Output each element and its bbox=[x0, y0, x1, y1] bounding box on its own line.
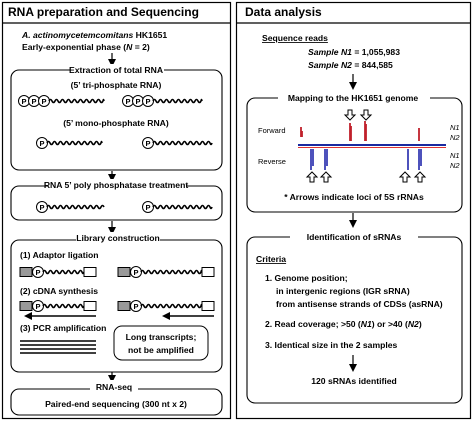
adaptor-ligation-label: (1) Adaptor ligation bbox=[20, 250, 98, 260]
right-panel: Data analysis Sequence reads Sample N1 =… bbox=[235, 1, 472, 420]
phosphate-glyph: P bbox=[39, 139, 44, 148]
result-label: 120 sRNAs identified bbox=[311, 376, 396, 386]
rna-strand bbox=[42, 303, 85, 309]
phosphate-glyph: P bbox=[21, 97, 26, 106]
pcr-amplification-label: (3) PCR amplification bbox=[20, 323, 106, 333]
criterion-1: 1. Genome position; bbox=[265, 273, 348, 283]
criteria-header: Criteria bbox=[256, 254, 286, 264]
rna-strand bbox=[46, 204, 105, 210]
phosphate-glyph: P bbox=[39, 203, 44, 212]
criterion-1-asrna: from antisense strands of CDSs (asRNA) bbox=[276, 299, 443, 309]
phosphate-glyph: P bbox=[145, 97, 150, 106]
criterion-3: 3. Identical size in the 2 samples bbox=[265, 340, 398, 350]
rna-strand bbox=[152, 98, 203, 104]
adaptor-3prime bbox=[83, 267, 97, 277]
extraction-header: Extraction of total RNA bbox=[69, 65, 163, 75]
pcr-amplification-diagram bbox=[20, 340, 96, 354]
cdna-synthesis-label: (2) cDNA synthesis bbox=[20, 286, 98, 296]
rrna-locus-arrow bbox=[398, 171, 412, 183]
growth-phase-label: Early-exponential phase (N = 2) bbox=[22, 42, 150, 52]
forward-strand-label: Forward bbox=[258, 126, 286, 135]
rna-strand bbox=[140, 303, 203, 309]
rrna-locus-arrow bbox=[343, 109, 357, 121]
reverse-n1-label: N1 bbox=[450, 151, 460, 160]
phosphate-glyph: P bbox=[133, 268, 138, 277]
adaptor-3prime bbox=[201, 267, 215, 277]
sample-n1-reads: Sample N1 = 1,055,983 bbox=[308, 47, 400, 57]
phosphate-glyph: P bbox=[133, 302, 138, 311]
mapping-header: Mapping to the HK1651 genome bbox=[288, 93, 419, 103]
rna-strand bbox=[42, 269, 85, 275]
strain-label: A. actinomycetemcomitans HK1651 bbox=[21, 30, 167, 40]
adaptor-5prime bbox=[117, 267, 131, 277]
mono-phosphate-label: (5’ mono-phosphate RNA) bbox=[63, 118, 169, 128]
sample-n2-reads: Sample N2 = 844,585 bbox=[308, 60, 393, 70]
phosphate-glyph: P bbox=[125, 97, 130, 106]
forward-n2-label: N2 bbox=[450, 133, 460, 142]
paired-end-label: Paired-end sequencing (300 nt x 2) bbox=[45, 399, 187, 409]
long-transcripts-line2: not be amplified bbox=[128, 345, 194, 355]
sequence-reads-header: Sequence reads bbox=[262, 33, 328, 43]
rrna-locus-arrow bbox=[319, 171, 333, 183]
adaptor-3prime bbox=[83, 301, 97, 311]
phosphate-glyph: P bbox=[31, 97, 36, 106]
adaptor-5prime bbox=[117, 301, 131, 311]
criterion-1-igr: in intergenic regions (IGR sRNA) bbox=[276, 286, 410, 296]
long-transcripts-note bbox=[113, 325, 209, 361]
rnaseq-box: RNA-seq Paired-end sequencing (300 nt x … bbox=[10, 380, 223, 416]
phosphate-glyph: P bbox=[145, 139, 150, 148]
adaptor-5prime bbox=[19, 267, 33, 277]
long-transcripts-line1: Long transcripts; bbox=[126, 332, 197, 342]
criterion-2: 2. Read coverage; >50 (N1) or >40 (N2) bbox=[265, 319, 422, 329]
identification-box: Identification of sRNAs Criteria 1. Geno… bbox=[246, 230, 463, 404]
rna-strand bbox=[140, 269, 203, 275]
phosphate-glyph: P bbox=[41, 97, 46, 106]
reverse-n2-label: N2 bbox=[450, 161, 460, 170]
identification-header: Identification of sRNAs bbox=[307, 232, 402, 242]
forward-n1-label: N1 bbox=[450, 123, 460, 132]
phosphate-glyph: P bbox=[35, 268, 40, 277]
library-header: Library construction bbox=[76, 233, 160, 243]
rrna-locus-arrow bbox=[413, 171, 427, 183]
right-panel-title: Data analysis bbox=[245, 5, 322, 19]
phosphate-glyph: P bbox=[145, 203, 150, 212]
mapping-box: Mapping to the HK1651 genome Forward Rev… bbox=[246, 91, 463, 213]
extraction-box: Extraction of total RNA (5’ tri-phosphat… bbox=[10, 64, 223, 171]
left-panel-title: RNA preparation and Sequencing bbox=[8, 5, 199, 19]
tri-phosphate-label: (5’ tri-phosphate RNA) bbox=[71, 80, 162, 90]
rrna-arrow-note: * Arrows indicate loci of 5S rRNAs bbox=[284, 192, 424, 202]
rna-strand bbox=[46, 140, 103, 146]
phosphatase-label: RNA 5’ poly phosphatase treatment bbox=[44, 180, 189, 190]
rrna-locus-arrow bbox=[305, 171, 319, 183]
genome-track bbox=[298, 109, 446, 183]
rna-strand bbox=[152, 140, 213, 146]
rna-strand bbox=[152, 204, 213, 210]
library-box: Library construction (1) Adaptor ligatio… bbox=[10, 232, 223, 373]
rna-strand bbox=[48, 98, 105, 104]
reverse-strand-label: Reverse bbox=[258, 157, 286, 166]
left-panel: RNA preparation and Sequencing A. actino… bbox=[1, 1, 232, 420]
rnaseq-header: RNA-seq bbox=[96, 382, 132, 392]
rrna-locus-arrow bbox=[359, 109, 373, 121]
adaptor-3prime bbox=[201, 301, 215, 311]
phosphate-glyph: P bbox=[35, 302, 40, 311]
adaptor-5prime bbox=[19, 301, 33, 311]
phosphate-glyph: P bbox=[135, 97, 140, 106]
